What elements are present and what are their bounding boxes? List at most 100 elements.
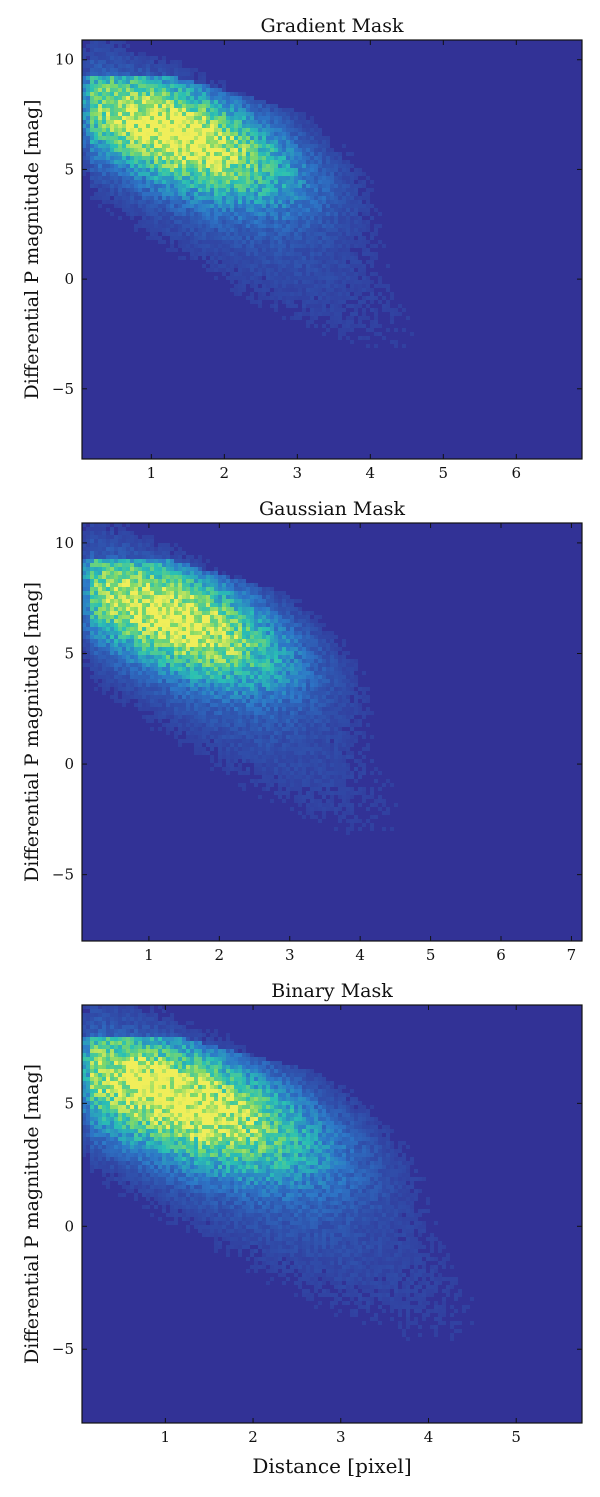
heatmap-cell bbox=[338, 220, 342, 224]
heatmap-cell bbox=[230, 188, 234, 192]
heatmap-cell bbox=[290, 643, 294, 647]
heatmap-cell bbox=[226, 156, 230, 160]
heatmap-cell bbox=[142, 212, 146, 216]
heatmap-cell bbox=[110, 112, 114, 116]
heatmap-cell bbox=[98, 543, 102, 547]
heatmap-cell bbox=[190, 236, 194, 240]
heatmap-cell bbox=[202, 651, 206, 655]
heatmap-cell bbox=[106, 108, 110, 112]
heatmap-cell bbox=[354, 232, 358, 236]
heatmap-cell bbox=[190, 571, 194, 575]
heatmap-cell bbox=[146, 607, 150, 611]
heatmap-cell bbox=[214, 603, 218, 607]
heatmap-cell bbox=[162, 555, 166, 559]
heatmap-cell bbox=[238, 116, 242, 120]
heatmap-cell bbox=[110, 531, 114, 535]
heatmap-cell bbox=[334, 236, 338, 240]
heatmap-cell bbox=[122, 132, 126, 136]
heatmap-cell bbox=[110, 48, 114, 52]
heatmap-cell bbox=[270, 196, 274, 200]
heatmap-cell bbox=[138, 663, 142, 667]
heatmap-cell bbox=[178, 623, 182, 627]
heatmap-cell bbox=[86, 599, 90, 603]
heatmap-cell bbox=[186, 204, 190, 208]
heatmap-cell bbox=[350, 304, 354, 308]
heatmap-cell bbox=[322, 212, 326, 216]
heatmap-cell bbox=[306, 312, 310, 316]
heatmap-cell bbox=[206, 595, 210, 599]
heatmap-cell bbox=[110, 60, 114, 64]
heatmap-cell bbox=[350, 180, 354, 184]
heatmap-cell bbox=[202, 595, 206, 599]
heatmap-cells bbox=[82, 523, 398, 835]
heatmap-cell bbox=[134, 639, 138, 643]
heatmap-cell bbox=[210, 184, 214, 188]
heatmap-cell bbox=[298, 136, 302, 140]
heatmap-cell bbox=[186, 595, 190, 599]
heatmap-cell bbox=[254, 639, 258, 643]
heatmap-cell bbox=[294, 240, 298, 244]
heatmap-cell bbox=[198, 152, 202, 156]
heatmap-cell bbox=[214, 631, 218, 635]
heatmap-cell bbox=[298, 619, 302, 623]
heatmap-cell bbox=[186, 619, 190, 623]
heatmap-cell bbox=[186, 220, 190, 224]
heatmap-cell bbox=[238, 643, 242, 647]
heatmap-cell bbox=[190, 567, 194, 571]
heatmap-cell bbox=[218, 579, 222, 583]
heatmap-cell bbox=[346, 196, 350, 200]
heatmap-cell bbox=[182, 140, 186, 144]
heatmap-cell bbox=[146, 611, 150, 615]
heatmap-cell bbox=[194, 615, 198, 619]
heatmap-cell bbox=[374, 320, 378, 324]
heatmap-cell bbox=[130, 551, 134, 555]
heatmap-cell bbox=[94, 68, 98, 72]
heatmap-cell bbox=[242, 132, 246, 136]
heatmap-cell bbox=[166, 583, 170, 587]
heatmap-cell bbox=[282, 120, 286, 124]
heatmap-cell bbox=[330, 659, 334, 663]
heatmap-cell bbox=[310, 631, 314, 635]
heatmap-cell bbox=[334, 200, 338, 204]
heatmap-cell bbox=[310, 268, 314, 272]
heatmap-cell bbox=[146, 643, 150, 647]
heatmap-cell bbox=[366, 204, 370, 208]
heatmap-cell bbox=[294, 112, 298, 116]
heatmap-cell bbox=[226, 651, 230, 655]
heatmap-cell bbox=[270, 184, 274, 188]
heatmap-cell bbox=[282, 256, 286, 260]
heatmap-cell bbox=[230, 268, 234, 272]
heatmap-cell bbox=[330, 312, 334, 316]
heatmap-cell bbox=[122, 100, 126, 104]
heatmap-cell bbox=[178, 635, 182, 639]
heatmap-cell bbox=[290, 316, 294, 320]
heatmap-cell bbox=[194, 124, 198, 128]
heatmap-cell bbox=[82, 539, 86, 543]
heatmap-cell bbox=[218, 595, 222, 599]
heatmap-cell bbox=[98, 64, 102, 68]
heatmap-cell bbox=[278, 152, 282, 156]
heatmap-cell bbox=[186, 567, 190, 571]
heatmap-cell bbox=[246, 619, 250, 623]
heatmap-cell bbox=[318, 312, 322, 316]
heatmap-cell bbox=[130, 60, 134, 64]
heatmap-cell bbox=[290, 627, 294, 631]
heatmap-cell bbox=[190, 563, 194, 567]
heatmap-cell bbox=[114, 72, 118, 76]
heatmap-cell bbox=[358, 336, 362, 340]
heatmap-cell bbox=[334, 304, 338, 308]
heatmap-cell bbox=[214, 264, 218, 268]
heatmap-cell bbox=[346, 200, 350, 204]
heatmap-cell bbox=[110, 168, 114, 172]
heatmap-cell bbox=[290, 200, 294, 204]
heatmap-cell bbox=[190, 623, 194, 627]
heatmap-cell bbox=[310, 160, 314, 164]
heatmap-cell bbox=[222, 124, 226, 128]
heatmap-cell bbox=[178, 164, 182, 168]
heatmap-cell bbox=[206, 204, 210, 208]
heatmap-cell bbox=[150, 607, 154, 611]
heatmap-cell bbox=[166, 160, 170, 164]
heatmap-cell bbox=[126, 599, 130, 603]
heatmap-cell bbox=[306, 132, 310, 136]
heatmap-cell bbox=[170, 216, 174, 220]
